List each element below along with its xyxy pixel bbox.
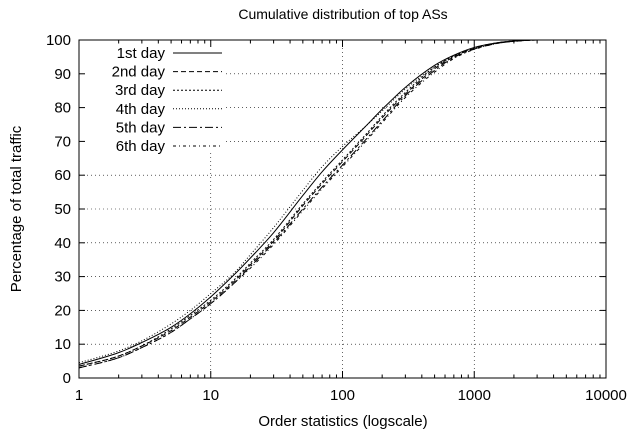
y-tick-label: 30 bbox=[54, 269, 71, 286]
legend-label-6: 6th day bbox=[116, 138, 166, 155]
series-line-4 bbox=[78, 39, 606, 364]
x-tick-label: 1000 bbox=[458, 387, 491, 404]
y-tick-label: 90 bbox=[54, 66, 71, 83]
y-tick-label: 80 bbox=[54, 100, 71, 117]
x-tick-label: 1 bbox=[75, 387, 83, 404]
chart-title: Cumulative distribution of top ASs bbox=[238, 6, 447, 22]
y-tick-label: 20 bbox=[54, 302, 71, 319]
y-tick-label: 40 bbox=[54, 235, 71, 252]
legend-label-1: 1st day bbox=[117, 45, 166, 62]
series-line-3 bbox=[78, 39, 606, 367]
legend-label-4: 4th day bbox=[116, 101, 166, 118]
y-axis-title: Percentage of total traffic bbox=[8, 125, 25, 292]
legend-label-5: 5th day bbox=[116, 119, 166, 136]
x-tick-label: 10 bbox=[202, 387, 219, 404]
series-lines bbox=[78, 39, 606, 369]
x-axis-title: Order statistics (logscale) bbox=[258, 413, 427, 430]
series-line-5 bbox=[78, 39, 606, 369]
legend-label-3: 3rd day bbox=[115, 82, 166, 99]
y-tick-label: 60 bbox=[54, 167, 71, 184]
y-tick-label: 0 bbox=[63, 370, 71, 387]
y-tick-label: 50 bbox=[54, 201, 71, 218]
grid bbox=[79, 40, 606, 378]
x-tick-label: 10000 bbox=[585, 387, 627, 404]
y-tick-label: 10 bbox=[54, 336, 71, 353]
y-tick-label: 70 bbox=[54, 133, 71, 150]
legend-label-2: 2nd day bbox=[112, 64, 166, 81]
x-tick-label: 100 bbox=[330, 387, 355, 404]
y-tick-label: 100 bbox=[46, 32, 71, 49]
